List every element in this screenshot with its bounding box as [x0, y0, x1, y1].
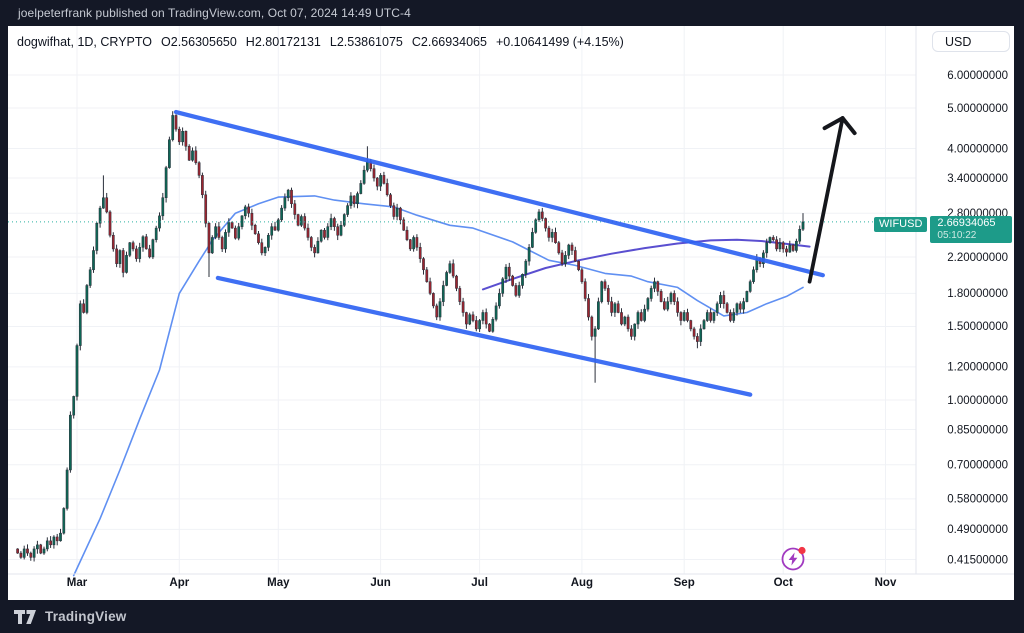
- lightning-bolt-icon: [788, 552, 798, 566]
- chart-panel: 6.00000000 5.00000000 4.00000000 3.40000000…: [8, 26, 1014, 600]
- price-tick-label: 0.41500000: [947, 554, 1008, 566]
- price-tick-label: 0.49000000: [947, 524, 1008, 536]
- month-tick-label: Mar: [67, 577, 88, 589]
- price-tick-label: 0.70000000: [947, 460, 1008, 472]
- footer-brand-text: TradingView: [45, 609, 127, 624]
- price-label-value-box: 2.66934065 05:10:22: [930, 216, 1013, 243]
- month-tick-label: Aug: [571, 577, 593, 589]
- price-tick-label: 3.40000000: [947, 173, 1008, 185]
- month-tick-label: Apr: [169, 577, 189, 589]
- projection-arrow: [807, 116, 857, 284]
- candles-layer: [16, 111, 805, 562]
- price-tick-label: 6.00000000: [947, 70, 1008, 82]
- ma-fast-line: [72, 195, 804, 577]
- price-label-value: 2.66934065: [937, 217, 996, 229]
- price-tick-label: 0.85000000: [947, 424, 1008, 436]
- grid: [8, 26, 916, 574]
- price-tick-label: 2.20000000: [947, 252, 1008, 264]
- attribution-bar: joelpeterfrank published on TradingView.…: [0, 0, 1024, 26]
- price-tick-label: 4.00000000: [947, 143, 1008, 155]
- price-tick-label: 1.50000000: [947, 321, 1008, 333]
- time-axis[interactable]: Mar Apr May Jun Jul Aug Sep Oct Nov: [67, 577, 897, 589]
- month-tick-label: Sep: [674, 577, 695, 589]
- price-label-symbol: WIFUSD: [874, 217, 928, 232]
- last-price-axis-label: WIFUSD 2.66934065 05:10:22: [874, 216, 1013, 243]
- price-tick-label: 1.80000000: [947, 288, 1008, 300]
- ohlc-close: C2.66934065: [411, 35, 487, 49]
- price-tick-label: 5.00000000: [947, 103, 1008, 115]
- currency-unit-button[interactable]: USD: [932, 31, 1010, 52]
- upper-channel-trendline: [173, 109, 825, 278]
- lower-channel-trendline: [215, 275, 753, 397]
- attribution-text: joelpeterfrank published on TradingView.…: [18, 6, 411, 20]
- price-tick-label: 1.00000000: [947, 395, 1008, 407]
- price-tick-label: 0.58000000: [947, 494, 1008, 506]
- month-tick-label: Jul: [471, 577, 488, 589]
- month-tick-label: May: [267, 577, 290, 589]
- symbol-title: dogwifhat, 1D, CRYPTO: [17, 35, 153, 49]
- ohlc-open: O2.56305650: [161, 35, 237, 49]
- bar-close-countdown: 05:10:22: [937, 230, 977, 241]
- price-axis[interactable]: 6.00000000 5.00000000 4.00000000 3.40000000…: [947, 70, 1008, 567]
- price-tick-label: 1.20000000: [947, 362, 1008, 374]
- ohlc-low: L2.53861075: [329, 35, 403, 49]
- ohlc-high: H2.80172131: [245, 35, 321, 49]
- tradingview-logo-icon[interactable]: [14, 609, 37, 625]
- month-tick-label: Nov: [875, 577, 897, 589]
- month-tick-label: Oct: [774, 577, 793, 589]
- footer-bar: TradingView: [0, 600, 1024, 633]
- month-tick-label: Jun: [370, 577, 390, 589]
- ohlc-change: +0.10641499 (+4.15%): [495, 35, 624, 49]
- notification-dot: [798, 546, 806, 555]
- flash-reaction-icon[interactable]: [781, 546, 806, 571]
- chart-canvas[interactable]: 6.00000000 5.00000000 4.00000000 3.40000000…: [8, 26, 1014, 600]
- ma-slow-line: [481, 238, 811, 291]
- symbol-header: dogwifhat, 1D, CRYPTO O2.56305650 H2.801…: [17, 35, 624, 49]
